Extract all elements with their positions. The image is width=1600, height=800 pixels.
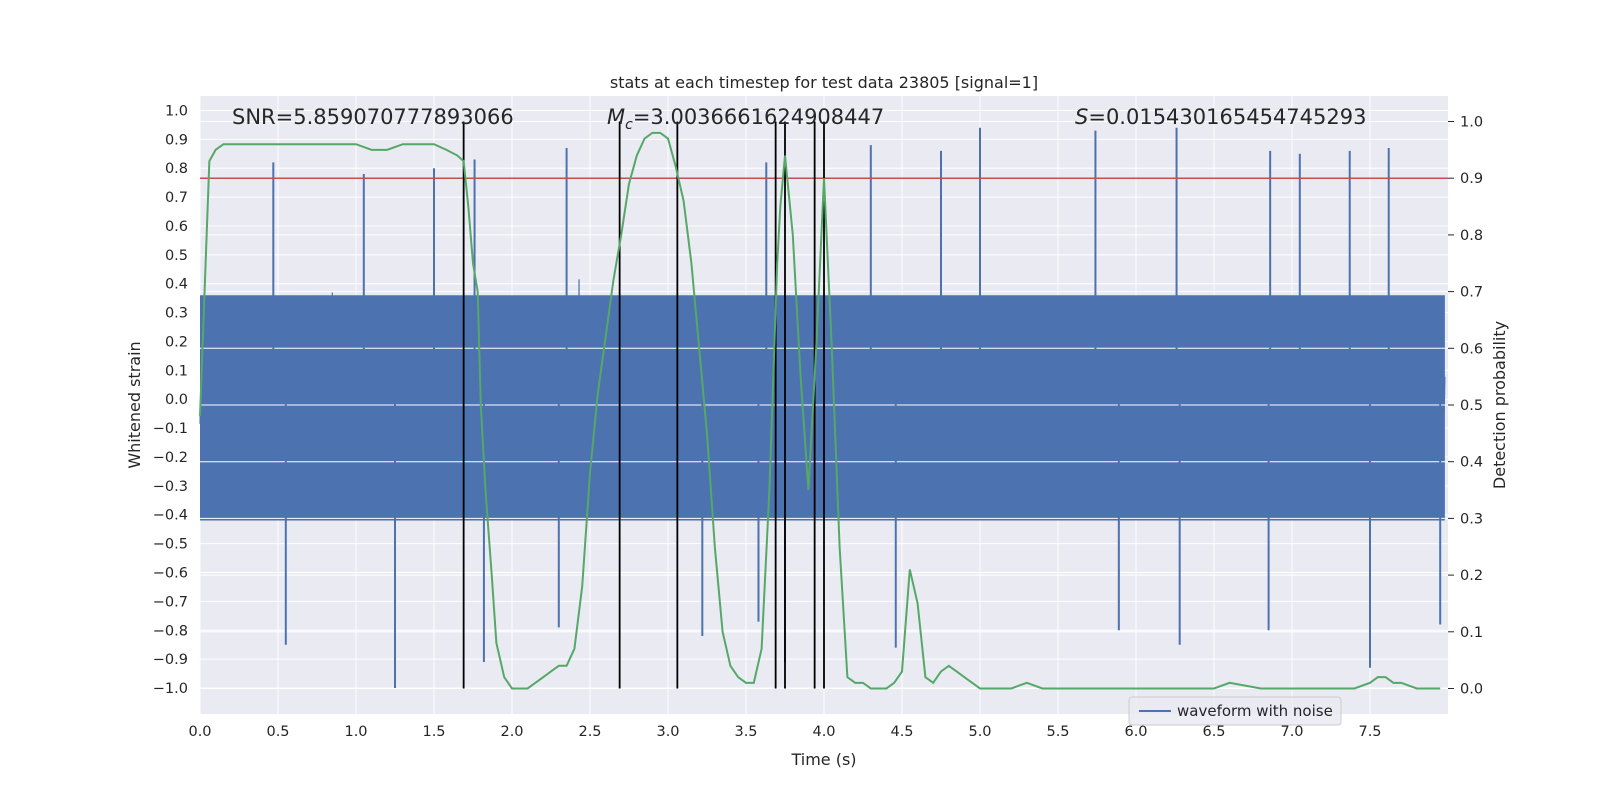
x-tick-label: 0.0 — [188, 724, 211, 740]
y-tick-label: −0.5 — [153, 537, 188, 553]
y2-tick-label: 0.2 — [1460, 568, 1483, 584]
mc-symbol: M — [607, 105, 625, 129]
y2-axis-label: Detection probability — [1490, 321, 1509, 489]
y2-tick-label: 0.6 — [1460, 341, 1483, 357]
x-tick-label: 7.0 — [1280, 724, 1303, 740]
y2-tick-label: 0.8 — [1460, 228, 1483, 244]
y-tick-label: 0.7 — [165, 190, 188, 206]
y-tick-label: 1.0 — [165, 103, 188, 119]
y-tick-label: −0.8 — [153, 623, 188, 639]
x-tick-label: 0.5 — [266, 724, 289, 740]
y2-tick-label: 0.7 — [1460, 285, 1483, 301]
event-lines — [462, 121, 825, 689]
waveform-series — [199, 127, 1448, 689]
mc-subscript: c — [625, 117, 633, 133]
s-value: =0.015430165454745293 — [1088, 105, 1366, 129]
waveform-band — [200, 295, 1445, 521]
tick-labels: 0.0 0.5 1.0 1.5 2.0 2.5 3.0 3.5 4.0 4.5 5.0 5.5 6.0 6… — [153, 103, 1483, 740]
y2-tick-label: 1.0 — [1460, 115, 1483, 131]
probability-line — [199, 131, 1441, 690]
legend-label: waveform with noise — [1177, 702, 1333, 720]
y-tick-label: 0.1 — [165, 363, 188, 379]
y-tick-label: −0.3 — [153, 479, 188, 495]
y-tick-label: 0.9 — [165, 132, 188, 148]
y2-tick-label: 0.4 — [1460, 455, 1483, 471]
x-axis-label: Time (s) — [790, 750, 856, 769]
y-tick-label: −0.4 — [153, 508, 188, 524]
y-axis-label: Whitened strain — [125, 341, 144, 468]
legend: waveform with noise — [1128, 696, 1342, 726]
x-tick-label: 6.5 — [1202, 724, 1225, 740]
x-tick-label: 1.0 — [344, 724, 367, 740]
y-tick-label: −0.7 — [153, 594, 188, 610]
y-tick-label: −0.6 — [153, 565, 188, 581]
y2-tick-label: 0.5 — [1460, 398, 1483, 414]
y-tick-label: 0.5 — [165, 248, 188, 264]
s-symbol: S — [1075, 105, 1088, 129]
y-tick-label: 0.6 — [165, 219, 188, 235]
y-tick-label: 0.3 — [165, 306, 188, 322]
y-tick-label: 0.4 — [165, 277, 188, 293]
x-tick-label: 2.5 — [578, 724, 601, 740]
y2-tick-label: 0.0 — [1460, 681, 1483, 697]
x-tick-label: 1.5 — [422, 724, 445, 740]
x-tick-label: 4.5 — [890, 724, 913, 740]
s-annotation: S=0.015430165454745293 — [1075, 105, 1366, 129]
snr-annotation: SNR=5.859070777893066 — [232, 105, 514, 129]
y2-tick-label: 0.3 — [1460, 511, 1483, 527]
x-tick-label: 4.0 — [812, 724, 835, 740]
chart-title: stats at each timestep for test data 238… — [610, 73, 1038, 92]
mc-value: =3.0036661624908447 — [633, 105, 884, 129]
probability-series — [199, 131, 1441, 690]
y-tick-label: 0.2 — [165, 334, 188, 350]
y2-tick-label: 0.1 — [1460, 625, 1483, 641]
x-tick-label: 5.5 — [1046, 724, 1069, 740]
x-tick-label: 3.5 — [734, 724, 757, 740]
x-tick-label: 5.0 — [968, 724, 991, 740]
x-tick-label: 3.0 — [656, 724, 679, 740]
y-tick-label: −0.2 — [153, 450, 188, 466]
x-tick-label: 6.0 — [1124, 724, 1147, 740]
y-tick-label: −0.9 — [153, 652, 188, 668]
y-tick-label: −1.0 — [153, 681, 188, 697]
y-tick-label: 0.0 — [165, 392, 188, 408]
y-tick-label: −0.1 — [153, 421, 188, 437]
y2-tick-label: 0.9 — [1460, 171, 1483, 187]
mc-annotation: Mc=3.0036661624908447 — [607, 105, 884, 133]
legend-box — [1128, 696, 1342, 726]
y-tick-label: 0.8 — [165, 161, 188, 177]
x-tick-label: 7.5 — [1358, 724, 1381, 740]
x-tick-label: 2.0 — [500, 724, 523, 740]
